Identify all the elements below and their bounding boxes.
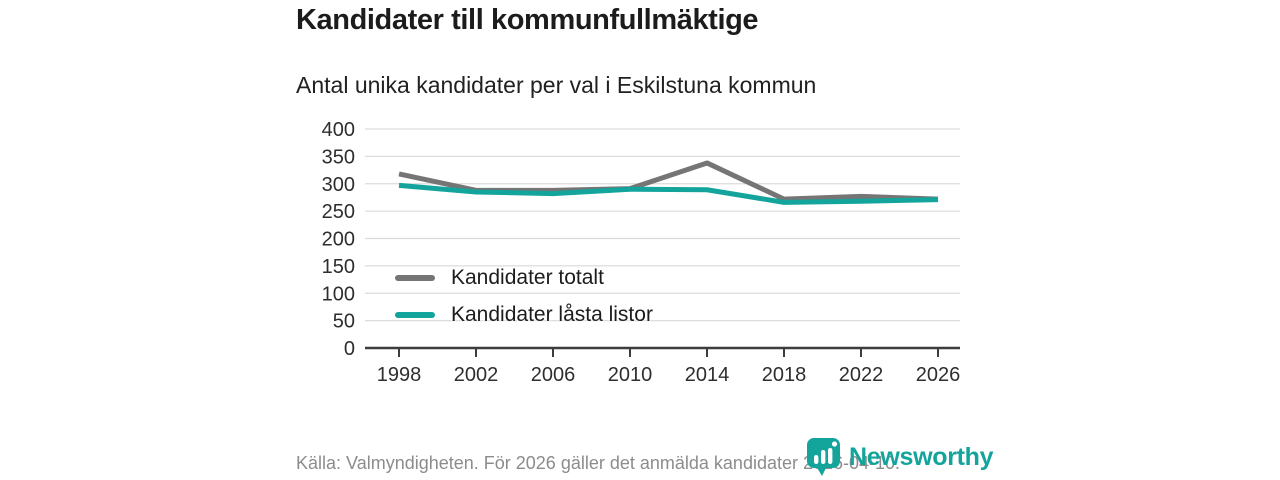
legend-item-kandidater-lasta-listor: Kandidater låsta listor [395, 300, 653, 330]
source-note: Källa: Valmyndigheten. För 2026 gäller d… [296, 453, 901, 473]
svg-text:2018: 2018 [762, 364, 807, 386]
legend-label-lasta-listor: Kandidater låsta listor [451, 303, 653, 326]
newsworthy-logo-icon [807, 438, 840, 476]
newsworthy-wordmark: Newsworthy [849, 442, 994, 471]
svg-text:2026: 2026 [916, 364, 961, 386]
chart-legend: Kandidater totalt Kandidater låsta listo… [395, 263, 653, 330]
newsworthy-logo: Newsworthy [806, 437, 994, 477]
svg-text:2002: 2002 [454, 364, 499, 386]
svg-text:2022: 2022 [839, 364, 884, 386]
legend-swatch-totalt [395, 275, 435, 281]
svg-text:100: 100 [322, 283, 355, 305]
svg-text:50: 50 [333, 311, 355, 333]
line-chart: 0 50 100 150 200 250 300 350 400 1998 2002 2006 2010… [280, 113, 980, 398]
svg-text:150: 150 [322, 256, 355, 278]
legend-swatch-lasta-listor [395, 312, 435, 318]
svg-text:300: 300 [322, 174, 355, 196]
svg-text:350: 350 [322, 146, 355, 168]
svg-text:0: 0 [344, 338, 355, 360]
svg-text:2006: 2006 [531, 364, 576, 386]
legend-label-totalt: Kandidater totalt [451, 266, 604, 289]
legend-item-kandidater-totalt: Kandidater totalt [395, 263, 653, 293]
svg-text:1998: 1998 [377, 364, 422, 386]
chart-title: Kandidater till kommunfullmäktige [296, 4, 759, 36]
svg-text:2014: 2014 [685, 364, 730, 386]
svg-text:2010: 2010 [608, 364, 653, 386]
chart-plot: 0 50 100 150 200 250 300 350 400 1998 2002 2006 2010… [322, 119, 961, 386]
svg-text:250: 250 [322, 201, 355, 223]
svg-text:200: 200 [322, 229, 355, 251]
svg-text:400: 400 [322, 119, 355, 141]
chart-subtitle: Antal unika kandidater per val i Eskilst… [296, 72, 817, 98]
